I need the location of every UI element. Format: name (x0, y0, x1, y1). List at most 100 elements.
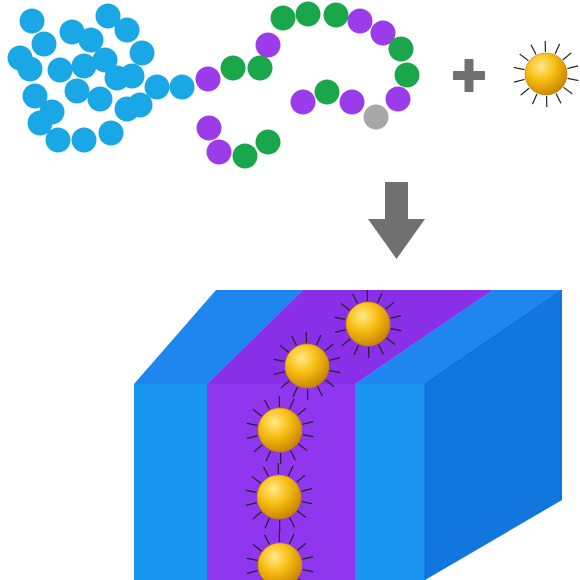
ligand-line (353, 344, 360, 356)
ligand-line (289, 450, 297, 461)
assembled-nanoparticle (246, 395, 314, 465)
block-b-bead-green (295, 1, 321, 27)
block-a-bead (19, 8, 45, 34)
ligand-line (252, 408, 263, 417)
ligand-line (245, 489, 257, 494)
ligand-line (377, 344, 385, 355)
ligand-line (288, 533, 295, 545)
nanoparticle-core (284, 343, 330, 389)
ligand-line (273, 358, 285, 363)
ligand-line (265, 450, 272, 462)
ligand-line (292, 386, 299, 398)
block-a-bead (59, 19, 85, 45)
block-b-bead-green (323, 2, 349, 28)
ligand-line (297, 443, 308, 452)
block-a-bead (104, 65, 130, 91)
block-a-bead (71, 127, 97, 153)
ligand-line (324, 343, 334, 352)
ligand-line (376, 292, 383, 304)
ligand-line (246, 557, 258, 562)
block-b-bead-purple (290, 89, 316, 115)
ligand-line (302, 421, 314, 425)
slab-top-left (134, 290, 303, 384)
block-b-bead-green (220, 55, 246, 81)
block-b-bead-purple (370, 20, 396, 46)
ligand-line (567, 77, 579, 82)
ligand-line (288, 398, 295, 410)
ligand-line (280, 380, 290, 389)
block-a-bead (95, 3, 121, 29)
slab-side (425, 290, 562, 580)
ligand-line (245, 502, 257, 506)
ligand-line (341, 338, 351, 347)
ligand-line (554, 43, 561, 55)
nanoparticle-core (257, 407, 303, 453)
ligand-line (340, 302, 351, 311)
ligand-line (297, 407, 307, 416)
block-a-bead (169, 74, 195, 100)
ligand-line (334, 316, 346, 321)
block-a-bead (64, 78, 90, 104)
block-b-bead-purple (195, 66, 221, 92)
ligand-line (390, 327, 402, 332)
ligand-line (246, 435, 258, 439)
ligand-line (562, 52, 572, 61)
end-group-bead (363, 104, 389, 130)
ligand-line (262, 466, 270, 477)
block-b-bead-green (232, 143, 258, 169)
ligand-line (253, 444, 263, 453)
ligand-line (288, 517, 296, 528)
ligand-line (301, 500, 313, 505)
ligand-line (302, 433, 314, 438)
block-b-bead-purple (255, 32, 281, 58)
ligand-line (301, 488, 313, 492)
ligand-line (273, 371, 285, 375)
free-nanoparticle (513, 40, 579, 108)
block-b-bead-purple (385, 86, 411, 112)
ligand-line (252, 543, 263, 552)
ligand-line (385, 301, 395, 310)
block-b-bead-green (388, 36, 414, 62)
ligand-line (296, 474, 306, 483)
block-b-bead-purple (347, 8, 373, 34)
ligand-line (263, 399, 271, 410)
ligand-line (264, 517, 271, 529)
block-b-bead-green (270, 5, 296, 31)
ligand-line (531, 93, 538, 105)
ligand-line (513, 78, 525, 83)
slab-top-right (355, 290, 562, 384)
block-a-bead (87, 86, 113, 112)
block-a-bead (31, 31, 57, 57)
ligand-line (324, 379, 335, 388)
assembled-nanoparticle (273, 331, 341, 401)
nanoparticle-core (524, 52, 568, 96)
block-a-bead (98, 120, 124, 146)
ligand-line (519, 53, 529, 62)
ligand-line (334, 329, 346, 333)
ligand-line (513, 66, 525, 71)
ligand-line (251, 475, 262, 484)
ligand-line (520, 87, 530, 96)
block-b-bead-purple (206, 139, 232, 165)
lamellar-domain-block-icon (134, 289, 563, 580)
nanoparticle-core (345, 301, 391, 347)
block-copolymer-chain-icon (7, 1, 420, 169)
ligand-coated-nanoparticle-icon (513, 40, 579, 108)
nanoparticle-core (256, 474, 302, 520)
ligand-line (563, 86, 573, 95)
ligand-line (329, 357, 341, 361)
ligand-line (316, 386, 324, 397)
ligand-line (290, 335, 298, 346)
plus-icon (453, 59, 485, 92)
ligand-line (296, 510, 307, 519)
block-a-bead (45, 127, 71, 153)
ligand-line (302, 568, 314, 573)
ligand-line (385, 337, 396, 346)
block-a-bead (127, 92, 153, 118)
slab-front-right (355, 384, 425, 580)
ligand-line (252, 511, 262, 520)
ligand-line (390, 315, 402, 319)
block-b-bead-purple (196, 115, 222, 141)
block-a-bead (22, 83, 48, 109)
